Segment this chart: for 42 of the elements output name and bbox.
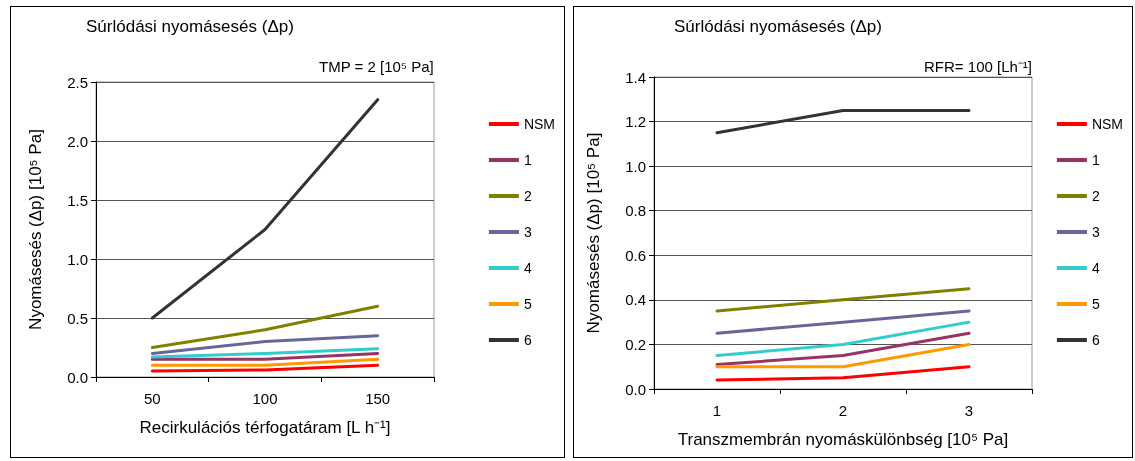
legend-label: 3 [523,224,532,240]
y-tick-label: 0.4 [625,291,646,309]
y-tick-label: 0.0 [625,380,646,398]
y-tick-label: 1.0 [67,250,88,268]
text: RFR= 100 [Lh⁻¹] [924,58,1032,75]
legend-label: 1 [523,152,532,168]
x-tick-label: 150 [365,390,391,407]
x-axis-title: Recirkulációs térfogatáram [L h⁻¹] [139,418,391,437]
legend-label: 3 [1091,224,1100,240]
legend-label: 1 [1091,152,1100,168]
chart-title: Súrlódási nyomásesés (Δp) [674,17,882,36]
x-tick-label: 100 [252,390,278,407]
legend-label: 6 [523,332,532,348]
chart-title: Súrlódási nyomásesés (Δp) [86,17,294,36]
y-tick-label: 1.5 [67,191,88,209]
x-tick-label: 1 [712,402,722,419]
y-tick-label: 2.5 [67,73,88,91]
y-tick-label: 0.6 [625,246,646,264]
legend-label: 4 [1091,260,1100,276]
legend-label: 5 [523,296,532,312]
y-tick-label: 0.8 [625,202,646,220]
y-tick-label: 0.0 [67,368,88,386]
y-axis-title: Nyomásesés (Δp) [10⁵ Pa] [584,132,603,334]
y-axis-title: Nyomásesés (Δp) [10⁵ Pa] [26,129,45,330]
legend-label: NSM [523,116,556,132]
y-tick-label: 0.2 [625,335,646,353]
legend-label: 6 [1091,332,1100,348]
y-tick-label: 1.2 [625,113,646,131]
legend-label: NSM [1091,116,1124,132]
legend-label: 5 [1091,296,1100,312]
y-tick-label: 1.4 [625,68,646,86]
x-tick-label: 3 [964,402,974,419]
x-tick-label: 2 [838,402,848,419]
legend-label: 2 [523,188,532,204]
legend-label: 4 [523,260,532,276]
legend-label: 2 [1091,188,1100,204]
text: TMP = 2 [10⁵ Pa] [318,58,434,75]
y-tick-label: 1.0 [625,157,646,175]
x-tick-label: 50 [143,390,161,407]
x-axis-title: Transzmembrán nyomáskülönbség [10⁵ Pa] [677,430,1009,449]
y-tick-label: 2.0 [67,132,88,150]
y-tick-label: 0.5 [67,309,88,327]
